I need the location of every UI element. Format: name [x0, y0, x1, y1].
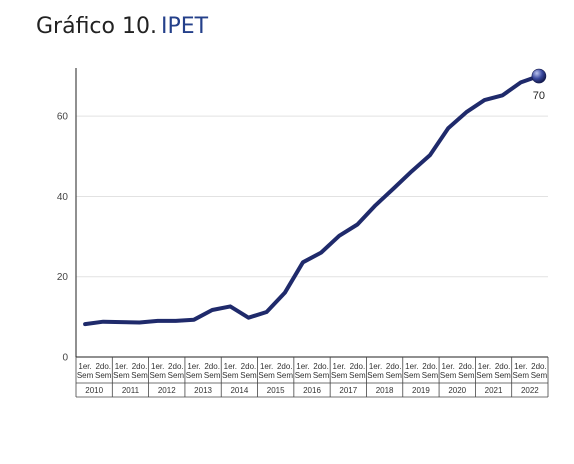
- chart-title: Gráfico 10. IPET: [36, 12, 208, 42]
- data-point-marker: [531, 68, 547, 84]
- year-label: 2012: [158, 386, 176, 395]
- x-tick-label: 2do. Sem: [494, 362, 511, 380]
- x-tick-label: 2do. Sem: [422, 362, 439, 380]
- x-tick-label: 1er. Sem: [186, 362, 203, 380]
- x-tick-label: 2do. Sem: [349, 362, 366, 380]
- year-label: 2013: [194, 386, 212, 395]
- x-tick-label: 1er. Sem: [295, 362, 312, 380]
- x-tick-label: 2do. Sem: [240, 362, 257, 380]
- x-tick-label: 1er. Sem: [222, 362, 239, 380]
- year-label: 2016: [303, 386, 321, 395]
- year-label: 2019: [412, 386, 430, 395]
- x-tick-label: 1er. Sem: [404, 362, 421, 380]
- y-tick-label: 60: [57, 112, 69, 123]
- x-tick-label: 2do. Sem: [95, 362, 112, 380]
- x-tick-label: 1er. Sem: [77, 362, 94, 380]
- year-label: 2021: [485, 386, 503, 395]
- year-label: 2022: [521, 386, 539, 395]
- chart-title-prefix: Gráfico 10.: [36, 14, 157, 39]
- year-label: 2018: [376, 386, 394, 395]
- y-tick-label: 40: [57, 192, 69, 203]
- x-tick-label: 1er. Sem: [367, 362, 384, 380]
- year-label: 2011: [122, 386, 140, 395]
- year-label: 2020: [448, 386, 466, 395]
- x-tick-label: 1er. Sem: [149, 362, 166, 380]
- x-tick-label: 1er. Sem: [258, 362, 275, 380]
- x-tick-label: 2do. Sem: [313, 362, 330, 380]
- x-tick-label: 1er. Sem: [113, 362, 130, 380]
- x-tick-label: 1er. Sem: [440, 362, 457, 380]
- x-tick-label: 2do. Sem: [168, 362, 185, 380]
- year-label: 2017: [339, 386, 357, 395]
- y-tick-label: 20: [57, 272, 69, 283]
- year-label: 2015: [267, 386, 285, 395]
- series-line: [83, 74, 541, 327]
- x-tick-label: 2do. Sem: [385, 362, 402, 380]
- x-tick-label: 2do. Sem: [131, 362, 148, 380]
- x-tick-label: 2do. Sem: [531, 362, 548, 380]
- x-tick-label: 1er. Sem: [513, 362, 530, 380]
- x-tick-label: 2do. Sem: [458, 362, 475, 380]
- x-tick-label: 1er. Sem: [476, 362, 493, 380]
- x-tick-label: 2do. Sem: [277, 362, 294, 380]
- x-tick-label: 2do. Sem: [204, 362, 221, 380]
- year-label: 2014: [230, 386, 248, 395]
- x-tick-label: 1er. Sem: [331, 362, 348, 380]
- year-label: 2010: [85, 386, 103, 395]
- data-label: 70: [533, 90, 545, 102]
- chart-title-name: IPET: [160, 14, 209, 39]
- y-tick-label: 0: [62, 353, 68, 364]
